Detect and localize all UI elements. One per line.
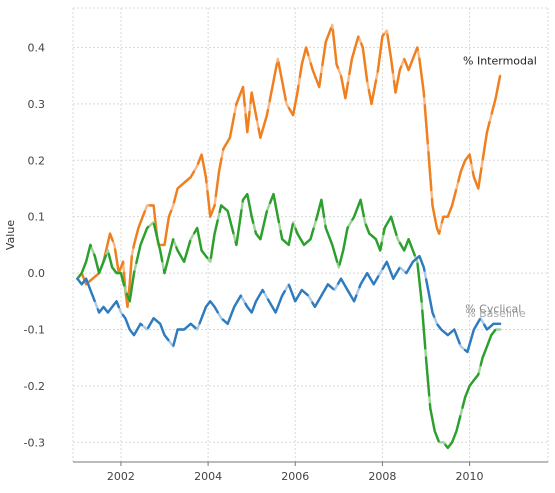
label-baseline: % Baseline [465, 307, 526, 320]
y-tick-label: 0.2 [28, 154, 46, 167]
y-tick-label: -0.3 [24, 436, 45, 449]
y-axis-title: Value [4, 220, 17, 250]
x-tick-label: 2004 [194, 470, 222, 483]
y-tick-label: 0.3 [28, 98, 46, 111]
y-tick-label: -0.1 [24, 323, 45, 336]
label-intermodal: % Intermodal [463, 54, 537, 67]
series-underlay-intermodal [76, 23, 502, 309]
series-labels: % Intermodal % Cyclical% Baseline [463, 54, 537, 320]
y-tick-label: 0.0 [28, 267, 46, 280]
axes: -0.3 -0.2 -0.1 0.0 0.1 0.2 0.3 0.4 2002 2004 2006 2… [24, 41, 548, 483]
series-underlay-baseline [76, 254, 502, 354]
x-tick-label: 2006 [281, 470, 309, 483]
x-tick-label: 2010 [456, 470, 484, 483]
y-tick-label: 0.1 [28, 211, 46, 224]
y-tick-label: 0.4 [28, 41, 46, 54]
y-tick-label: -0.2 [24, 380, 45, 393]
label-cyclical: % Cyclical [465, 303, 521, 316]
x-tick-label: 2002 [107, 470, 135, 483]
series-lines [76, 23, 502, 450]
series-line-baseline [76, 254, 502, 354]
x-tick-label: 2008 [368, 470, 396, 483]
series-line-cyclical [76, 192, 502, 450]
grid [72, 7, 549, 462]
series-line-intermodal [76, 23, 502, 309]
